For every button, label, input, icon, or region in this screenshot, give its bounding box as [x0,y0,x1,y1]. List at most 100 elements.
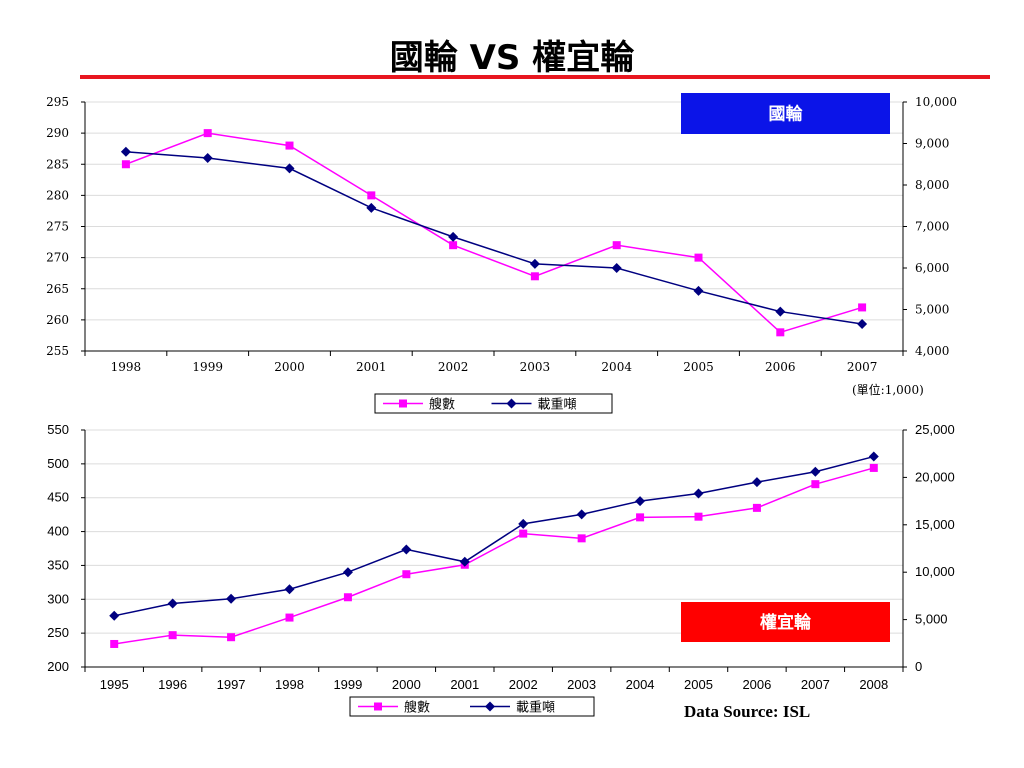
right-tick-label: 9,000 [915,137,949,151]
data-point-ships [519,529,528,538]
left-tick-label: 285 [46,157,69,171]
x-tick-label: 1998 [275,677,304,692]
data-point-ships [203,129,212,138]
left-tick-label: 295 [46,95,69,109]
right-tick-label: 5,000 [915,612,948,627]
left-tick-label: 265 [46,282,69,296]
x-tick-label: 1999 [192,360,223,374]
x-tick-label: 1997 [217,677,246,692]
data-point-dwt [342,567,353,578]
x-tick-label: 2002 [438,360,469,374]
data-source-note: Data Source: ISL [684,702,811,721]
series-label-text: 權宜輪 [760,612,812,633]
x-tick-label: 2005 [684,677,713,692]
data-point-ships [694,253,703,262]
legend-label-dwt: 載重噸 [538,397,577,413]
data-point-ships [285,141,294,150]
left-tick-label: 400 [47,524,69,539]
data-point-dwt [167,598,178,609]
x-tick-label: 2008 [859,677,888,692]
legend-marker-ships [374,702,382,711]
left-tick-label: 260 [46,313,69,327]
title-underline [80,75,990,79]
data-point-dwt [693,488,704,499]
x-tick-label: 2004 [601,360,632,374]
right-tick-label: 10,000 [915,95,957,109]
legend-label-ships: 艘數 [404,700,430,716]
data-point-ships [694,512,703,521]
unit-note: (單位:1,000) [852,382,924,397]
left-tick-label: 250 [47,625,69,640]
right-tick-label: 4,000 [915,344,949,358]
left-tick-label: 290 [46,126,69,140]
left-tick-label: 300 [47,591,69,606]
x-tick-label: 2005 [683,360,714,374]
data-point-dwt [635,496,646,507]
right-tick-label: 7,000 [915,220,949,234]
x-tick-label: 1999 [333,677,362,692]
right-tick-label: 20,000 [915,469,955,484]
data-point-ships [869,463,878,472]
right-tick-label: 15,000 [915,517,955,532]
data-point-dwt [284,584,295,595]
legend-label-ships: 艘數 [429,397,455,413]
x-tick-label: 1995 [100,677,129,692]
data-point-ships [402,570,411,579]
data-point-ships [110,639,119,648]
left-tick-label: 550 [47,422,69,437]
data-point-dwt [448,231,459,242]
data-point-dwt [775,306,786,317]
x-tick-label: 2006 [742,677,771,692]
x-tick-label: 2007 [801,677,830,692]
data-point-ships [121,160,130,169]
data-point-dwt [459,556,470,567]
data-point-dwt [693,285,704,296]
data-point-ships [168,631,177,640]
series-label-box [681,93,890,134]
data-point-dwt [202,153,213,164]
data-point-dwt [529,258,540,269]
right-tick-label: 25,000 [915,422,955,437]
x-tick-label: 1996 [158,677,187,692]
left-tick-label: 275 [46,220,69,234]
legend-marker-ships [399,399,407,408]
data-point-ships [752,503,761,512]
x-tick-label: 2001 [450,677,479,692]
data-point-dwt [857,319,868,330]
data-point-ships [776,328,785,337]
data-point-ships [577,534,586,543]
data-point-dwt [611,263,622,273]
left-tick-label: 500 [47,456,69,471]
data-point-ships [367,191,376,200]
right-tick-label: 10,000 [915,564,955,579]
series-line-dwt [125,151,863,325]
data-point-ships [636,513,645,522]
left-tick-label: 350 [47,557,69,572]
data-point-dwt [751,477,762,488]
series-label-box [681,602,890,642]
data-point-ships [449,241,458,250]
data-point-dwt [868,451,879,462]
data-point-dwt [120,146,131,157]
right-tick-label: 5,000 [915,303,949,317]
x-tick-label: 1998 [111,360,142,374]
page-title: 國輪 VS 權宜輪 [389,38,635,78]
right-tick-label: 0 [915,659,922,674]
left-tick-label: 255 [46,344,69,358]
x-tick-label: 2006 [765,360,796,374]
x-tick-label: 2004 [626,677,655,692]
x-tick-label: 2002 [509,677,538,692]
right-tick-label: 6,000 [915,261,949,275]
legend-marker-dwt [485,701,495,712]
data-point-ships [285,613,294,622]
left-tick-label: 270 [46,251,69,265]
x-tick-label: 2000 [274,360,305,374]
data-point-dwt [401,544,412,555]
data-point-dwt [576,509,587,520]
series-line-ships [114,467,874,645]
series-line-ships [125,132,863,334]
data-point-ships [858,303,867,312]
data-point-ships [343,593,352,602]
legend-marker-dwt [506,398,517,409]
